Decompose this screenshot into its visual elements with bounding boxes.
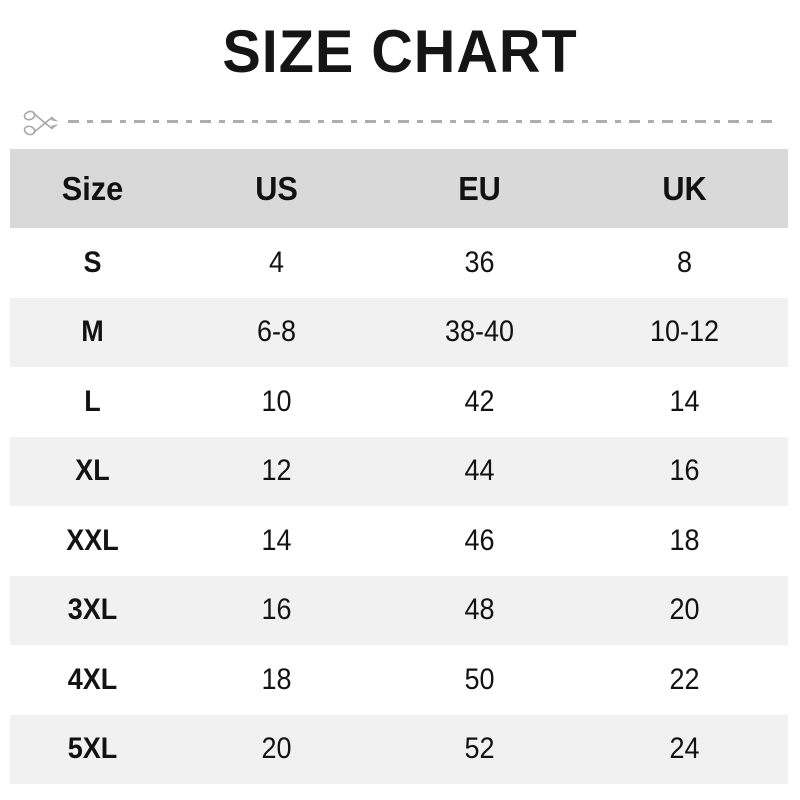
cell-uk: 14 xyxy=(669,384,700,418)
cell-uk: 20 xyxy=(669,593,700,627)
cell-size: XL xyxy=(75,454,110,488)
table-row: XXL 14 46 18 xyxy=(10,506,788,576)
table-body: S 4 36 8 M 6-8 38-40 10-12 L 10 42 14 XL… xyxy=(10,228,788,784)
cell-us: 20 xyxy=(261,732,292,766)
cell-uk: 10-12 xyxy=(649,315,720,349)
cell-eu: 38-40 xyxy=(444,315,515,349)
cell-size: 3XL xyxy=(67,593,118,627)
table-header-row: Size US EU UK xyxy=(10,149,788,228)
column-header-eu: EU xyxy=(458,169,501,207)
cell-eu: 36 xyxy=(464,245,495,279)
cell-uk: 16 xyxy=(669,454,700,488)
cell-size: M xyxy=(81,315,104,349)
cell-size: XXL xyxy=(66,523,119,557)
scissors-icon xyxy=(23,110,59,136)
cell-size: 4XL xyxy=(67,662,118,696)
cell-uk: 18 xyxy=(669,523,700,557)
table-row: 3XL 16 48 20 xyxy=(10,575,788,645)
table-row: S 4 36 8 xyxy=(10,228,788,298)
dashed-cut-line xyxy=(68,120,774,123)
column-header-uk: UK xyxy=(662,169,707,207)
table-row: XL 12 44 16 xyxy=(10,436,788,506)
column-header-us: US xyxy=(255,169,298,207)
table-row: 4XL 18 50 22 xyxy=(10,645,788,715)
table-row: 5XL 20 52 24 xyxy=(10,714,788,784)
cell-us: 6-8 xyxy=(256,315,296,349)
cell-us: 18 xyxy=(261,662,292,696)
cell-us: 16 xyxy=(261,593,292,627)
cut-line xyxy=(22,105,780,139)
cell-eu: 48 xyxy=(464,593,495,627)
cell-size: L xyxy=(84,384,101,418)
cell-size: 5XL xyxy=(67,732,118,766)
cell-eu: 50 xyxy=(464,662,495,696)
cell-us: 12 xyxy=(261,454,292,488)
cell-uk: 24 xyxy=(669,732,700,766)
cell-us: 4 xyxy=(268,245,284,279)
cell-us: 10 xyxy=(261,384,292,418)
table-row: L 10 42 14 xyxy=(10,367,788,437)
cell-eu: 52 xyxy=(464,732,495,766)
table-row: M 6-8 38-40 10-12 xyxy=(10,297,788,367)
size-chart-table: Size US EU UK S 4 36 8 M 6-8 38-40 10-12… xyxy=(10,149,788,784)
table-header: Size US EU UK xyxy=(10,149,788,228)
column-header-size: Size xyxy=(61,169,124,207)
page-title: SIZE CHART xyxy=(222,18,578,85)
cell-eu: 46 xyxy=(464,523,495,557)
cell-size: S xyxy=(83,245,102,279)
cell-us: 14 xyxy=(261,523,292,557)
cell-eu: 44 xyxy=(464,454,495,488)
cell-eu: 42 xyxy=(464,384,495,418)
cell-uk: 22 xyxy=(669,662,700,696)
cell-uk: 8 xyxy=(676,245,693,279)
